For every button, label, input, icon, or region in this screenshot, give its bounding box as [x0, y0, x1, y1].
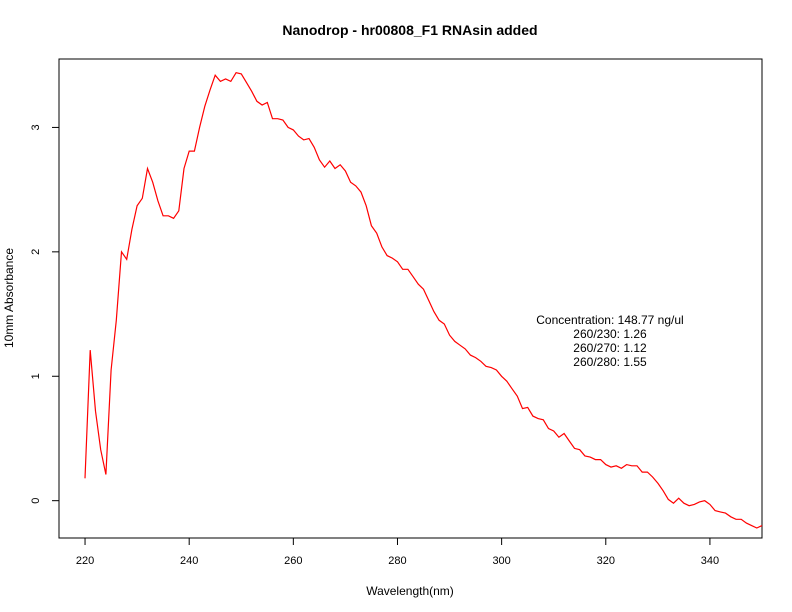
y-tick-label: 3 [30, 124, 42, 130]
x-axis: 220 240 260 280 300 320 340 [76, 537, 719, 567]
x-tick-label: 320 [597, 555, 615, 567]
x-tick-label: 280 [388, 555, 406, 567]
ratio-260-230-annotation: 260/230: 1.26 [573, 327, 647, 341]
concentration-annotation: Concentration: 148.77 ng/ul [536, 313, 683, 327]
x-tick-label: 260 [284, 555, 302, 567]
stats-annotation: Concentration: 148.77 ng/ul 260/230: 1.2… [536, 313, 683, 369]
ratio-260-270-annotation: 260/270: 1.12 [573, 341, 647, 355]
plot-area [58, 58, 763, 539]
x-tick-label: 240 [180, 555, 198, 567]
ratio-260-280-annotation: 260/280: 1.55 [573, 355, 647, 369]
x-tick-label: 220 [76, 555, 94, 567]
absorbance-line [84, 72, 763, 529]
y-tick-label: 2 [30, 249, 42, 255]
y-tick-label: 0 [30, 498, 42, 504]
chart-title: Nanodrop - hr00808_F1 RNAsin added [282, 22, 537, 38]
x-tick-label: 300 [492, 555, 510, 567]
y-axis: 0 1 2 3 [30, 124, 60, 504]
x-axis-label: Wavelength(nm) [366, 584, 454, 598]
y-tick-label: 1 [30, 373, 42, 379]
y-axis-label: 10mm Absorbance [2, 248, 16, 348]
x-tick-label: 340 [701, 555, 719, 567]
